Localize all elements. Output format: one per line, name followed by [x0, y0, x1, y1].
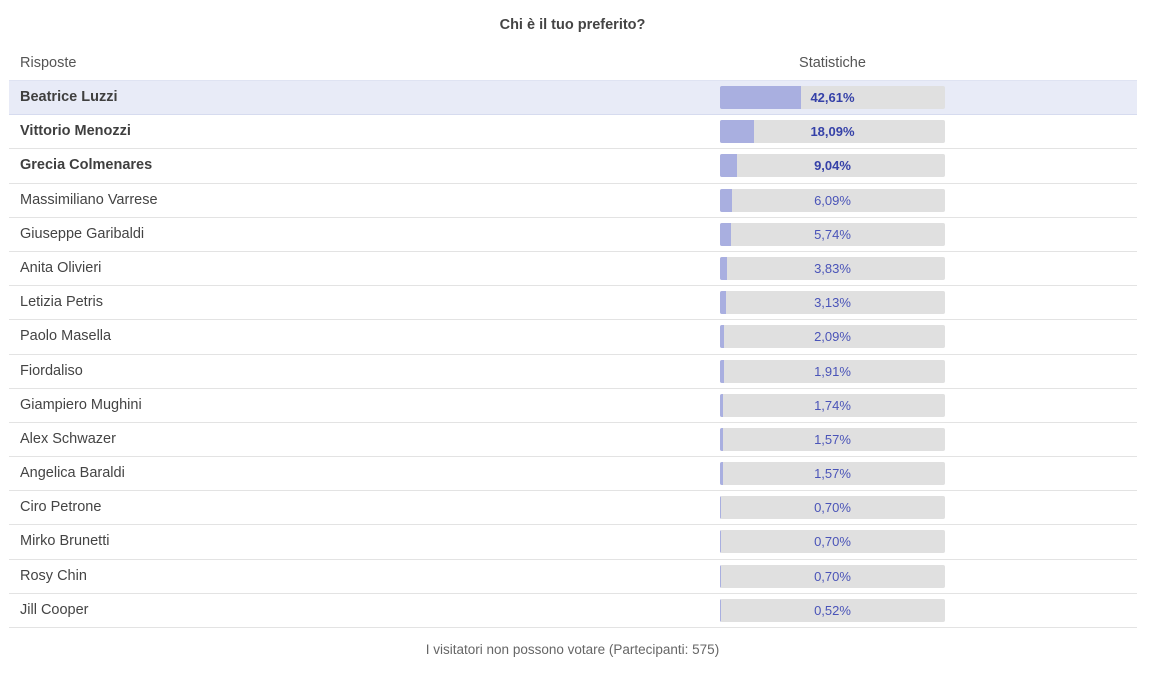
percent-bar: 3,83% [720, 256, 945, 280]
percent-bar: 1,91% [720, 359, 945, 383]
percent-label: 3,13% [814, 295, 851, 311]
answer-name: Rosy Chin [20, 567, 87, 584]
percent-bar-fill [720, 188, 732, 212]
percent-bar: 0,70% [720, 496, 945, 520]
result-row: Paolo Masella 2,09% [9, 320, 1137, 355]
percent-bar-fill [720, 154, 738, 178]
result-row: Rosy Chin 0,70% [9, 560, 1137, 594]
percent-label: 0,70% [814, 568, 851, 584]
result-row: Angelica Baraldi 1,57% [9, 457, 1137, 492]
result-row: Ciro Petrone 0,70% [9, 491, 1137, 526]
percent-bar-fill [720, 325, 724, 349]
percent-bar-fill [720, 393, 724, 417]
percent-label: 2,09% [814, 329, 851, 345]
percent-bar: 0,70% [720, 564, 945, 588]
percent-bar-fill [720, 120, 755, 144]
answer-name: Anita Olivieri [20, 259, 102, 276]
result-row: Giampiero Mughini 1,74% [9, 389, 1137, 423]
percent-bar-fill [720, 462, 723, 486]
answer-name: Paolo Masella [20, 328, 112, 345]
percent-bar: 0,70% [720, 530, 945, 554]
percent-bar: 2,09% [720, 325, 945, 349]
result-row: Letizia Petris 3,13% [9, 286, 1137, 321]
result-row: Giuseppe Garibaldi 5,74% [9, 218, 1137, 252]
answer-name: Massimiliano Varrese [20, 191, 158, 208]
percent-label: 5,74% [814, 226, 851, 242]
percent-bar: 5,74% [720, 222, 945, 246]
result-row: Fiordaliso 1,91% [9, 355, 1137, 389]
percent-bar-fill [720, 222, 731, 246]
percent-label: 0,70% [814, 534, 851, 550]
percent-label: 1,57% [814, 466, 851, 482]
answer-name: Vittorio Menozzi [20, 123, 131, 140]
percent-bar: 1,57% [720, 427, 945, 451]
answer-name: Jill Cooper [20, 601, 89, 618]
percent-bar-fill [720, 530, 722, 554]
answer-name: Ciro Petrone [20, 499, 102, 516]
answer-name: Alex Schwazer [20, 430, 116, 447]
result-row: Mirko Brunetti 0,70% [9, 525, 1137, 560]
answer-name: Beatrice Luzzi [20, 89, 118, 105]
percent-label: 3,83% [814, 260, 851, 276]
poll-title: Chi è il tuo preferito? [499, 17, 646, 33]
percent-bar: 9,04% [720, 154, 945, 178]
percent-label: 1,74% [814, 397, 851, 413]
result-row: Vittorio Menozzi 18,09% [9, 115, 1137, 150]
percent-label: 0,70% [814, 500, 851, 516]
stats-column-header: Statistiche [799, 55, 866, 71]
percent-bar: 1,74% [720, 393, 945, 417]
percent-bar: 18,09% [720, 120, 945, 144]
percent-bar: 6,09% [720, 188, 945, 212]
answers-column-header: Risposte [20, 55, 77, 71]
result-row: Grecia Colmenares 9,04% [9, 149, 1137, 184]
answer-name: Fiordaliso [20, 362, 83, 379]
participants-footer: I visitatori non possono votare (Parteci… [425, 642, 720, 657]
percent-bar-fill [720, 256, 728, 280]
percent-bar: 3,13% [720, 291, 945, 315]
result-row: Jill Cooper 0,52% [9, 594, 1137, 628]
answer-name: Giampiero Mughini [20, 396, 142, 413]
percent-bar-fill [720, 598, 721, 622]
percent-label: 6,09% [814, 192, 851, 208]
answer-name: Giuseppe Garibaldi [20, 225, 145, 242]
answer-name: Grecia Colmenares [20, 157, 153, 174]
percent-label: 18,09% [810, 124, 855, 140]
percent-bar: 42,61% [720, 86, 945, 109]
percent-bar: 0,52% [720, 598, 945, 622]
percent-label: 9,04% [814, 158, 851, 174]
answer-name: Letizia Petris [20, 294, 104, 311]
result-row: Massimiliano Varrese 6,09% [9, 184, 1137, 218]
percent-bar-fill [720, 496, 722, 520]
results-table: Beatrice Luzzi 42,61% Vittorio Menozzi 18,0… [9, 80, 1137, 628]
result-row: Alex Schwazer 1,57% [9, 423, 1137, 458]
result-row: Anita Olivieri 3,83% [9, 252, 1137, 287]
percent-bar-fill [720, 86, 801, 109]
percent-label: 1,91% [814, 363, 851, 379]
answer-name: Mirko Brunetti [20, 533, 110, 550]
percent-bar: 1,57% [720, 462, 945, 486]
percent-label: 0,52% [814, 602, 851, 618]
percent-bar-fill [720, 359, 724, 383]
percent-label: 42,61% [810, 90, 855, 105]
answer-name: Angelica Baraldi [20, 465, 125, 482]
percent-label: 1,57% [814, 431, 851, 447]
percent-bar-fill [720, 291, 726, 315]
percent-bar-fill [720, 564, 722, 588]
result-row: Beatrice Luzzi 42,61% [9, 80, 1137, 116]
percent-bar-fill [720, 427, 723, 451]
